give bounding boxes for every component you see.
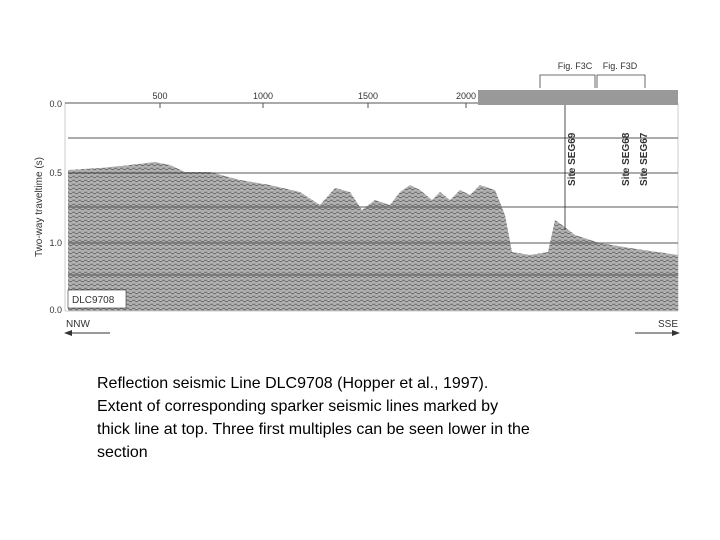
extent-bar [478,90,678,105]
site-label: Site SEG68 [621,132,632,186]
caption-line: thick line at top. Three first multiples… [97,421,530,438]
x-tick-label: 1500 [358,91,378,101]
bracket [539,74,646,88]
y-tick-label: 0.0 [49,305,62,315]
direction-label: NNW [66,319,90,330]
seismic-figure: 500 1000 1500 2000 0.0 0.5 1.0 0.0 Two-w… [34,61,680,336]
x-tick-label: 1000 [253,91,273,101]
caption: Reflection seismic Line DLC9708 (Hopper … [97,375,530,461]
caption-line: Reflection seismic Line DLC9708 (Hopper … [97,375,488,392]
line-name-box [67,289,127,309]
fig-label: Fig. F3D [603,61,638,71]
site-label: Site SEG67 [639,132,650,186]
x-tick-label: 500 [152,91,167,101]
multiple-lines [68,137,678,276]
x-tick-label: 2000 [456,91,476,101]
seismic-section [68,162,678,311]
direction-label: SSE [658,319,678,330]
y-axis-label: Two-way traveltime (s) [34,157,45,257]
line-name: DLC9708 [72,295,115,306]
y-tick-label: 0.5 [49,168,62,178]
fig-label: Fig. F3C [558,61,593,71]
y-tick-label: 1.0 [49,238,62,248]
caption-line: Extent of corresponding sparker seismic … [97,398,498,415]
site-label: Site SEG69 [567,132,578,186]
y-tick-label: 0.0 [49,99,62,109]
caption-line: section [97,444,148,461]
